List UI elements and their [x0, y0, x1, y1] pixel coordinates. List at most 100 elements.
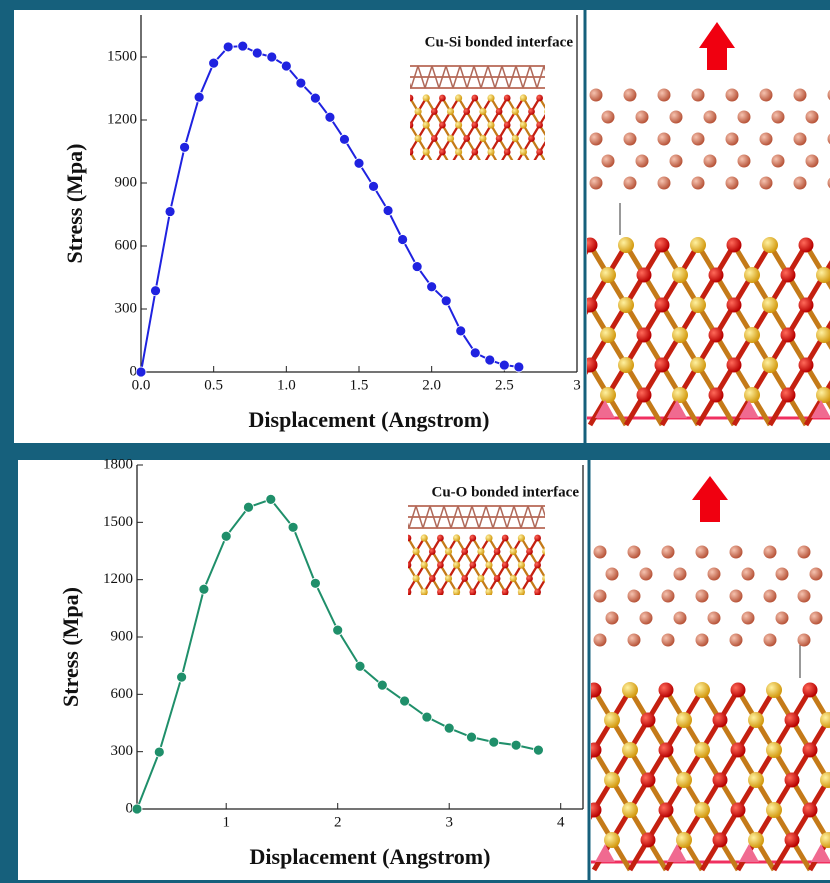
- cu-atom: [798, 590, 811, 603]
- o-atom: [641, 833, 656, 848]
- x-axis-label: Displacement (Angstrom): [250, 844, 491, 869]
- cu-atom: [624, 89, 637, 102]
- si-atom: [762, 297, 778, 313]
- cu-atom: [594, 590, 607, 603]
- x-tick-label: 3: [573, 377, 581, 393]
- si-atom: [744, 327, 760, 343]
- cu-atom: [742, 568, 755, 581]
- data-point: [325, 112, 335, 122]
- si-atom: [672, 267, 688, 283]
- cu-atom: [776, 612, 789, 625]
- o-atom: [494, 548, 501, 555]
- o-atom: [803, 683, 818, 698]
- data-point: [221, 531, 231, 541]
- cu-atom: [760, 177, 773, 190]
- annotation: Cu-Si bonded interface: [425, 34, 574, 50]
- cu-atom: [704, 111, 717, 124]
- cu-atom: [624, 133, 637, 146]
- o-atom: [637, 328, 652, 343]
- o-atom: [655, 298, 670, 313]
- cu-atom: [704, 155, 717, 168]
- cu-atom: [606, 568, 619, 581]
- cu-atom: [738, 155, 751, 168]
- si-atom: [762, 237, 778, 253]
- si-atom: [423, 94, 430, 101]
- si-atom: [455, 121, 462, 128]
- si-atom: [510, 548, 517, 555]
- si-atom: [618, 297, 634, 313]
- o-atom: [502, 589, 509, 596]
- o-atom: [803, 743, 818, 758]
- cu-atom: [628, 634, 641, 647]
- cu-atom: [794, 177, 807, 190]
- o-atom: [709, 388, 724, 403]
- cu-atom: [662, 634, 675, 647]
- data-point: [485, 355, 495, 365]
- o-atom: [713, 713, 728, 728]
- cu-atom: [798, 546, 811, 559]
- data-point: [427, 282, 437, 292]
- data-point: [151, 286, 161, 296]
- cu-atom: [674, 612, 687, 625]
- si-atom: [520, 148, 527, 155]
- si-atom: [487, 94, 494, 101]
- data-point: [165, 207, 175, 217]
- data-point: [354, 158, 364, 168]
- o-atom: [526, 575, 533, 582]
- o-atom: [655, 238, 670, 253]
- cu-atom: [640, 612, 653, 625]
- si-atom: [453, 561, 460, 568]
- cu-atom: [794, 133, 807, 146]
- cu-atom: [696, 546, 709, 559]
- si-atom: [694, 682, 710, 698]
- si-atom: [518, 588, 525, 595]
- data-point: [412, 262, 422, 272]
- si-atom: [455, 94, 462, 101]
- cu-atom: [708, 568, 721, 581]
- si-atom: [618, 237, 634, 253]
- o-atom: [727, 238, 742, 253]
- si-atom: [766, 742, 782, 758]
- data-point: [180, 142, 190, 152]
- y-tick-label: 300: [115, 300, 138, 316]
- o-atom: [528, 108, 535, 115]
- y-tick-label: 1500: [107, 48, 137, 64]
- data-point: [296, 78, 306, 88]
- cu-atom: [696, 590, 709, 603]
- si-atom: [445, 575, 452, 582]
- o-atom: [463, 108, 470, 115]
- o-atom: [439, 95, 446, 102]
- si-atom: [453, 534, 460, 541]
- data-point: [199, 584, 209, 594]
- cu-atom: [658, 133, 671, 146]
- si-atom: [748, 712, 764, 728]
- x-tick-label: 2: [334, 814, 342, 830]
- si-atom: [415, 135, 422, 142]
- o-atom: [713, 773, 728, 788]
- o-atom: [429, 548, 436, 555]
- cu-atom: [730, 546, 743, 559]
- si-atom: [520, 121, 527, 128]
- y-tick-label: 1800: [103, 456, 133, 472]
- cu-atom: [640, 568, 653, 581]
- cu-atom: [670, 155, 683, 168]
- o-atom: [496, 135, 503, 142]
- cu-atom: [602, 111, 615, 124]
- o-atom: [437, 589, 444, 596]
- cu-atom: [806, 111, 819, 124]
- y-tick-label: 900: [111, 628, 134, 644]
- si-atom: [455, 148, 462, 155]
- data-point: [333, 625, 343, 635]
- data-point: [511, 740, 521, 750]
- data-point: [533, 745, 543, 755]
- si-atom: [423, 148, 430, 155]
- cu-atom: [810, 612, 823, 625]
- y-tick-label: 900: [115, 174, 138, 190]
- data-point: [209, 58, 219, 68]
- o-atom: [502, 535, 509, 542]
- cu-atom: [658, 89, 671, 102]
- si-atom: [748, 832, 764, 848]
- si-atom: [477, 548, 484, 555]
- cu-atom: [692, 133, 705, 146]
- y-tick-label: 1200: [103, 571, 133, 587]
